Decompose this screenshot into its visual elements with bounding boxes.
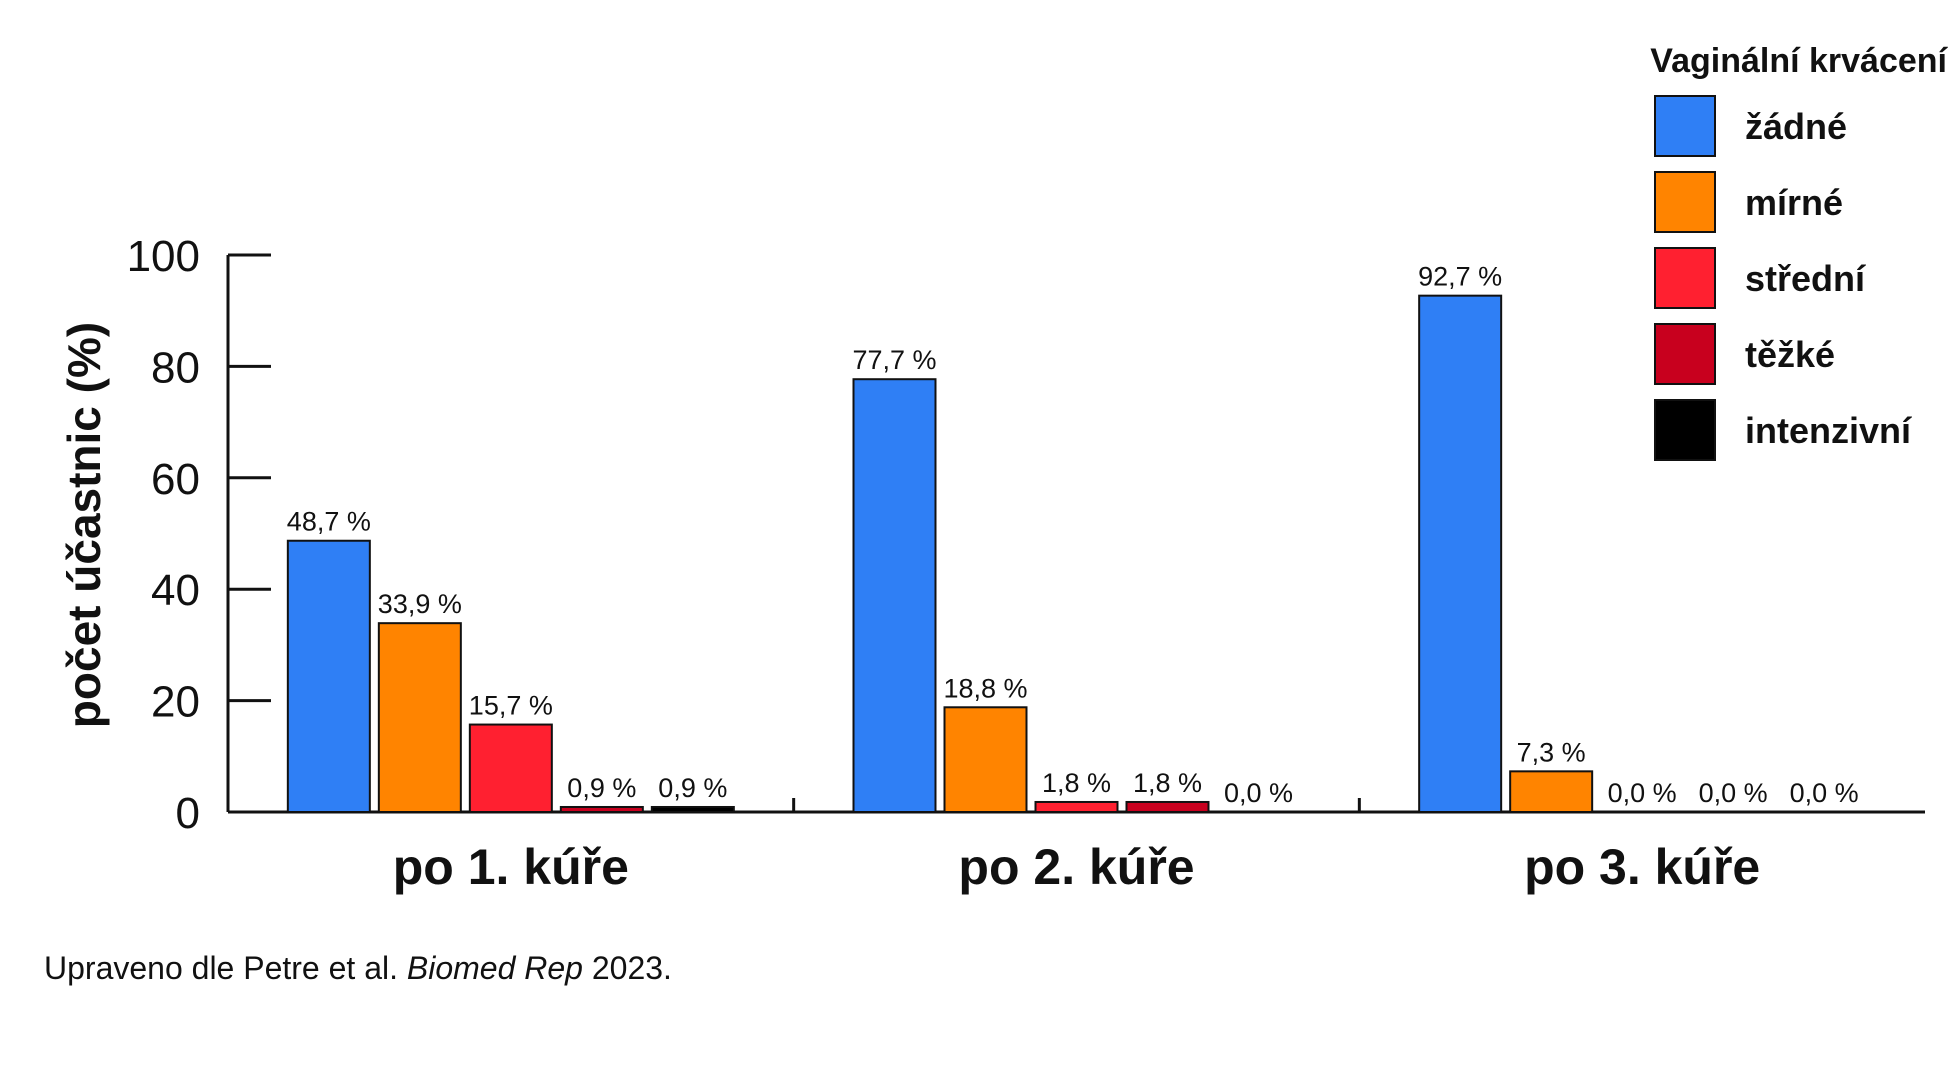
legend-title: Vaginální krvácení (1650, 42, 1948, 80)
data-label: 0,0 % (1699, 778, 1768, 808)
data-label: 1,8 % (1042, 768, 1111, 798)
x-category-label: po 1. kúře (393, 839, 629, 895)
source-journal: Biomed Rep (406, 950, 583, 986)
data-label: 15,7 % (469, 691, 553, 721)
data-label: 0,9 % (658, 773, 727, 803)
data-label: 92,7 % (1418, 262, 1502, 292)
y-tick-label: 20 (151, 678, 200, 727)
data-label: 77,7 % (852, 345, 936, 375)
bar (1125, 800, 1210, 813)
data-label: 0,0 % (1608, 778, 1677, 808)
legend-swatch (1654, 95, 1716, 157)
data-label: 18,8 % (943, 673, 1027, 703)
bar (1034, 800, 1119, 813)
source-note: Upraveno dle Petre et al. Biomed Rep 202… (44, 950, 672, 987)
legend-swatch (1654, 323, 1716, 385)
y-axis-title: počet účastnic (%) (58, 322, 110, 728)
legend-swatch (1654, 399, 1716, 461)
data-label: 48,7 % (287, 507, 371, 537)
data-label: 0,0 % (1790, 778, 1859, 808)
bar (852, 378, 937, 813)
legend-label: střední (1745, 258, 1866, 299)
data-label: 7,3 % (1517, 737, 1586, 767)
data-label: 1,8 % (1133, 768, 1202, 798)
legend: Vaginální krvácení žádné mírné střední těžk… (1650, 42, 1949, 461)
legend-swatch (1654, 247, 1716, 309)
legend-label: žádné (1745, 106, 1847, 147)
y-tick-label: 40 (151, 566, 200, 615)
x-category-label: po 2. kúře (958, 839, 1194, 895)
bar (286, 539, 371, 814)
source-year: 2023. (591, 950, 672, 986)
bar (377, 622, 462, 813)
legend-swatch (1654, 171, 1716, 233)
bars: 48,7 % 33,9 % 15,7 % 0,9 % 0,9 % po 1. kúře 77… (287, 262, 1859, 895)
bar (559, 805, 644, 813)
bar (468, 723, 553, 814)
data-label: 0,0 % (1224, 778, 1293, 808)
bar (1509, 770, 1594, 813)
bar (943, 706, 1028, 813)
legend-label: těžké (1745, 334, 1835, 375)
source-prefix: Upraveno dle Petre et al. (44, 950, 398, 986)
data-label: 0,9 % (567, 773, 636, 803)
y-tick-label: 80 (151, 343, 200, 392)
legend-label: intenzivní (1745, 410, 1912, 451)
bar (650, 805, 735, 813)
y-tick-label: 60 (151, 455, 200, 504)
x-category-label: po 3. kúře (1524, 839, 1760, 895)
y-tick-label: 100 (127, 232, 200, 281)
y-tick-label: 0 (176, 789, 200, 838)
legend-label: mírné (1745, 182, 1843, 223)
bar (1418, 294, 1503, 813)
data-label: 33,9 % (378, 589, 462, 619)
